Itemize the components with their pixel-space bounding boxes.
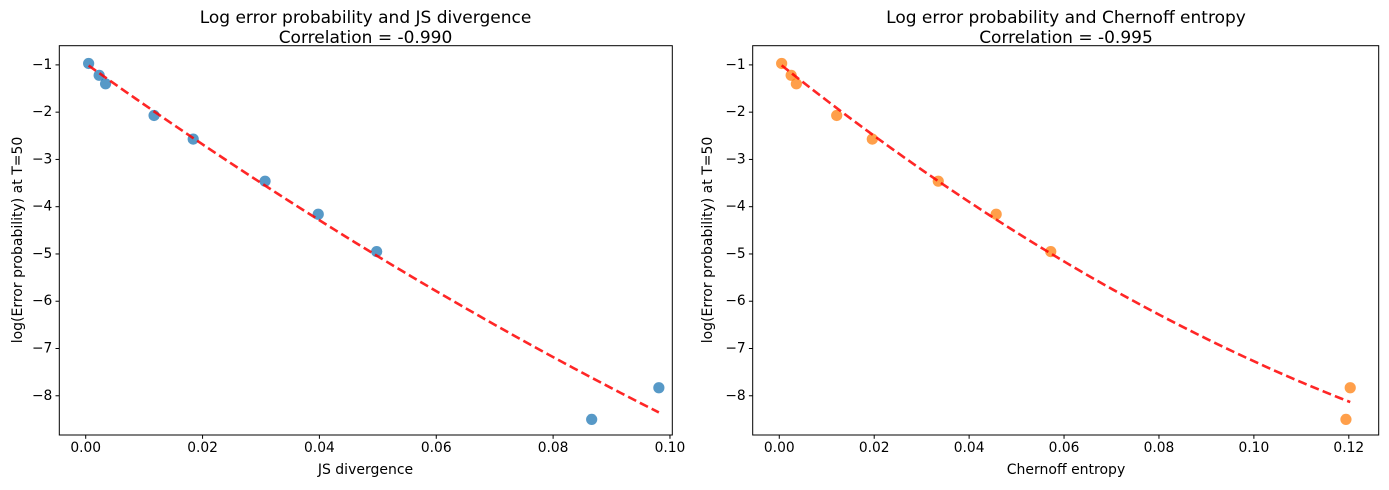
y-tick-label: −8 bbox=[32, 388, 52, 404]
axes-frame bbox=[752, 45, 1380, 436]
y-tick-label: −4 bbox=[32, 199, 52, 215]
x-axis-label: Chernoff entropy bbox=[1006, 462, 1126, 478]
scatter-point bbox=[586, 413, 598, 426]
x-tick-label: 0.12 bbox=[1333, 440, 1364, 456]
plot-subtitle: Correlation = -0.990 bbox=[278, 28, 453, 49]
x-tick-label: 0.04 bbox=[304, 440, 335, 456]
x-tick-label: 0.00 bbox=[70, 440, 101, 456]
scatter-point bbox=[790, 78, 802, 90]
scatter-point bbox=[259, 175, 271, 187]
y-tick-label: −3 bbox=[725, 151, 745, 167]
scatter-point bbox=[371, 245, 383, 258]
plot-title-line1: Log error probability and Chernoff entro… bbox=[886, 8, 1246, 28]
plot-title: Log error probability and JS divergence … bbox=[59, 8, 672, 48]
x-tick-label: 0.04 bbox=[954, 440, 985, 456]
scatter-point bbox=[93, 69, 105, 81]
plot-title-line1: Log error probability and JS divergence bbox=[199, 8, 532, 28]
scatter-point bbox=[653, 382, 665, 394]
plot-title: Log error probability and Chernoff entro… bbox=[753, 8, 1379, 48]
x-tick-label: 0.08 bbox=[1144, 440, 1175, 456]
y-tick-label: −2 bbox=[32, 104, 52, 120]
trendline bbox=[87, 64, 660, 414]
scatter-point bbox=[1344, 382, 1356, 394]
x-tick-label: 0.06 bbox=[421, 440, 452, 456]
x-tick-label: 0.06 bbox=[1049, 440, 1080, 456]
scatter-point bbox=[785, 69, 797, 81]
y-tick-label: −5 bbox=[725, 246, 745, 262]
y-tick-label: −1 bbox=[32, 57, 52, 73]
x-tick-label: 0.10 bbox=[1239, 440, 1270, 456]
x-axis-label: JS divergence bbox=[317, 462, 414, 478]
scatter-point bbox=[1340, 413, 1352, 426]
scatter-point bbox=[831, 109, 843, 122]
scatter-point bbox=[866, 133, 878, 145]
plot-subtitle: Correlation = -0.995 bbox=[979, 28, 1153, 49]
y-tick-label: −7 bbox=[32, 340, 52, 356]
y-tick-label: −5 bbox=[32, 246, 52, 262]
y-tick-label: −1 bbox=[725, 57, 745, 73]
y-tick-label: −8 bbox=[725, 388, 745, 404]
x-tick-label: 0.00 bbox=[764, 440, 795, 456]
x-tick-label: 0.02 bbox=[187, 440, 218, 456]
x-tick-label: 0.08 bbox=[538, 440, 569, 456]
y-tick-label: −6 bbox=[725, 293, 745, 309]
y-tick-label: −4 bbox=[725, 199, 745, 215]
y-axis-label: log(Error probability) at T=50 bbox=[700, 136, 716, 344]
y-axis-label: log(Error probability) at T=50 bbox=[10, 136, 26, 344]
scatter-point bbox=[99, 78, 112, 90]
x-tick-label: 0.10 bbox=[655, 440, 686, 456]
scatter-point bbox=[990, 208, 1002, 220]
y-tick-label: −7 bbox=[725, 340, 745, 356]
y-tick-label: −2 bbox=[725, 104, 745, 120]
x-tick-label: 0.02 bbox=[859, 440, 890, 456]
y-tick-label: −6 bbox=[32, 293, 52, 309]
axes-frame bbox=[58, 45, 673, 436]
trendline bbox=[780, 64, 1351, 404]
y-tick-label: −3 bbox=[32, 151, 52, 167]
